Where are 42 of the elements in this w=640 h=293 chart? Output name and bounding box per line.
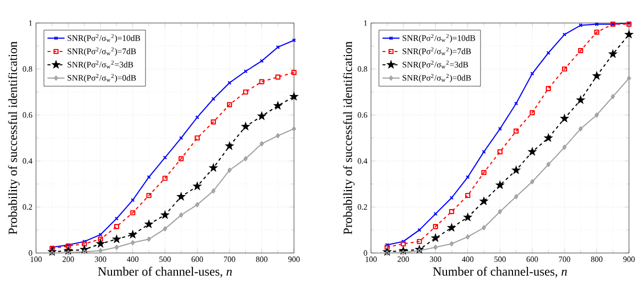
legend-label: SNR(Pσ$^{2}$/σ$_{w}$$^{2}$=3dB [402,60,468,70]
x-tick-label: 700 [224,256,236,262]
y-tick-label: 0.4 [22,158,32,164]
y-tick-label: 0.2 [22,204,32,210]
x-tick-label: 200 [398,256,409,262]
legend-label: SNR(Pσ$^{2}$/σ$_{w}$$^{2}$)=7dB [402,47,471,56]
y-tick-label: 0.2 [358,204,368,210]
x-tick-label: 800 [591,256,602,262]
x-axis-title: Number of channel-uses, n [433,266,567,278]
legend-label: SNR(Pσ$^{2}$/σ$_{w}$$^{2}$)=10dB [68,34,140,43]
x-tick-label: 400 [462,256,474,262]
x-tick-label: 100 [30,256,42,262]
x-tick-label: 400 [126,256,138,262]
y-tick-label: 0 [28,250,32,256]
x-axis-title: Number of channel-uses, n [98,266,232,278]
y-tick-label: 0.8 [358,66,368,72]
x-tick-label: 600 [526,256,538,262]
x-tick-label: 200 [62,256,74,262]
x-tick-label: 300 [94,256,106,262]
y-tick-label: 0.6 [358,112,368,118]
x-tick-label: 500 [159,256,171,262]
y-tick-label: 1 [364,20,367,26]
y-axis-title: Probability of successful identification [343,41,355,234]
legend-label: SNR(Pσ$^{2}$/σ$_{w}$$^{2}$)=7dB [68,47,136,56]
y-tick-label: 0.6 [22,112,32,118]
x-tick-label: 800 [256,256,268,262]
y-tick-label: 0 [364,250,368,256]
x-tick-label: 600 [192,256,203,262]
legend-label: SNR(Pσ$^{2}$/σ$_{w}$$^{2}$)=10dB [402,34,476,43]
legend-label: SNR(Pσ$^{2}$/σ$_{w}$$^{2}$)=0dB [68,74,136,82]
x-tick-label: 100 [366,256,377,262]
legend-label: SNR(Pσ$^{2}$/σ$_{w}$$^{2}$)=0dB [402,74,471,82]
legend-label: SNR(Pσ$^{2}$/σ$_{w}$$^{2}$=3dB [68,60,134,70]
y-tick-label: 1 [29,20,32,26]
x-tick-label: 300 [430,256,442,262]
x-tick-label: 900 [288,256,300,262]
x-tick-label: 900 [623,256,635,262]
x-tick-label: 500 [494,256,506,262]
y-tick-label: 0.8 [22,66,32,72]
y-tick-label: 0.4 [358,158,368,164]
y-axis-title: Probability of successful identification [8,41,20,234]
x-tick-label: 700 [559,256,570,262]
